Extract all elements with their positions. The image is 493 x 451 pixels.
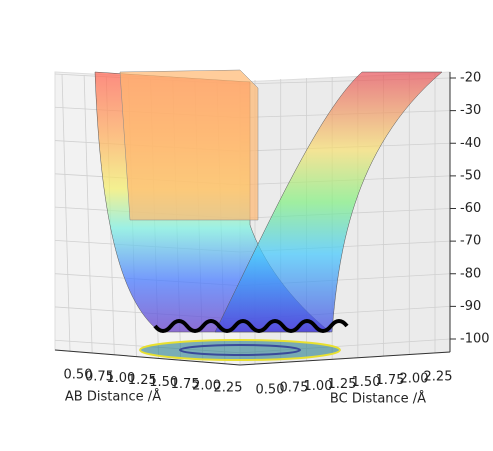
- trajectory: [153, 319, 349, 333]
- y-tick-label: 1.00: [304, 379, 333, 394]
- x-tick-label: 0.75: [85, 369, 114, 384]
- x-tick-label: 0.50: [64, 368, 93, 383]
- y-axis: [239, 351, 451, 366]
- y-tick-label: 2.25: [424, 370, 453, 385]
- x-axis: [54, 349, 241, 366]
- x-axis-label: AB Distance /Å: [65, 389, 161, 405]
- contour: [179, 344, 301, 356]
- x-tick-label: 2.25: [214, 381, 243, 396]
- z-tick-label: -30: [460, 103, 481, 118]
- y-tick-label: 0.75: [280, 381, 309, 396]
- contour: [139, 339, 341, 361]
- z-tick-label: -70: [460, 234, 481, 249]
- surface-right: [214, 71, 443, 333]
- z-tick-label: -40: [460, 136, 481, 151]
- x-tick-label: 1.25: [128, 373, 157, 388]
- z-tick-label: -100: [460, 332, 490, 347]
- x-tick-label: 1.00: [106, 371, 135, 386]
- z-tick-label: -20: [460, 71, 481, 86]
- x-tick-label: 1.50: [149, 375, 178, 390]
- y-axis-label: BC Distance /Å: [330, 391, 426, 407]
- grid-line: [61, 73, 71, 352]
- y-tick-label: 2.00: [400, 371, 429, 386]
- grid-line: [83, 75, 93, 353]
- y-tick-label: 1.25: [328, 377, 357, 392]
- z-tick-label: -60: [460, 201, 481, 216]
- x-tick-label: 1.75: [171, 377, 200, 392]
- z-tick-label: -50: [460, 168, 481, 183]
- x-tick-label: 2.00: [192, 379, 221, 394]
- z-tick-label: -80: [460, 266, 481, 281]
- y-tick-label: 1.50: [352, 375, 381, 390]
- z-tick-label: -90: [460, 299, 481, 314]
- surface-plateau: [119, 69, 259, 221]
- y-tick-label: 0.50: [256, 383, 285, 398]
- y-tick-label: 1.75: [376, 373, 405, 388]
